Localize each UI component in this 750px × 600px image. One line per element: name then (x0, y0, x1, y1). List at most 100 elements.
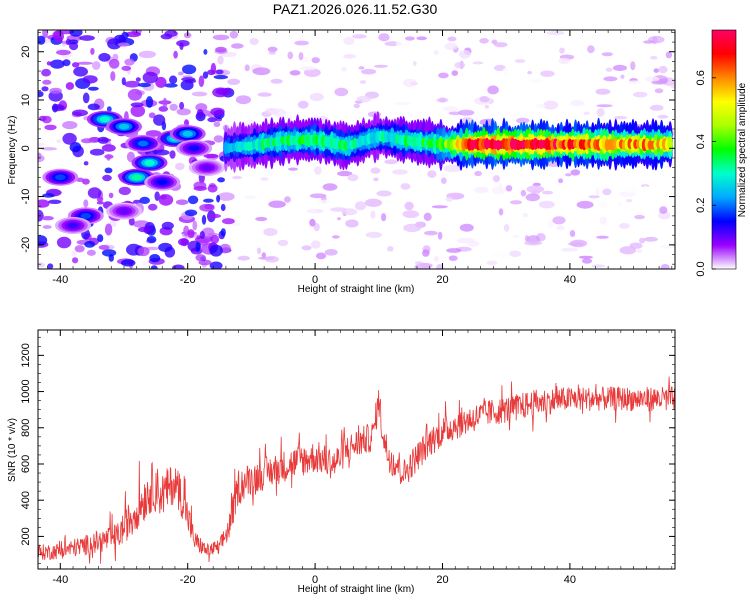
spectrogram-speckle (311, 57, 320, 64)
spectrogram-speckle (255, 216, 268, 222)
spectrogram-speckle (423, 212, 432, 221)
spectrogram-speckle (373, 177, 379, 182)
spectrogram-speckle (467, 240, 480, 247)
spectrogram-speckle (244, 195, 257, 200)
spectrogram-noise-cell (184, 79, 197, 84)
spectrogram-speckle (479, 38, 489, 44)
spectrogram-speckle (38, 262, 45, 268)
spectrogram-noise-cell (187, 195, 199, 205)
spectrogram-noise-cell (169, 75, 178, 84)
spectrogram-noise-cell (72, 109, 88, 117)
spectrogram-speckle (554, 181, 567, 187)
spectrogram-speckle (337, 170, 353, 177)
spectrogram-speckle (454, 62, 466, 69)
spectrogram-speckle (632, 91, 648, 98)
y-tick-label: 400 (20, 491, 32, 509)
spectrogram-noise-cell (86, 249, 96, 256)
spectrogram-noise-cell (203, 49, 208, 55)
spectrogram-speckle (330, 207, 347, 212)
spectrogram-speckle (565, 173, 572, 177)
spectrogram-speckle (361, 68, 377, 75)
colorbar-label: Normalized spectral amplitude (737, 82, 748, 217)
spectrogram-speckle (386, 246, 394, 252)
spectrogram-speckle (124, 80, 141, 88)
spectrogram-speckle (595, 187, 600, 196)
spectrogram-speckle (498, 182, 503, 192)
spectrogram-speckle (596, 108, 605, 117)
x-tick-label: 20 (436, 274, 448, 286)
spectrogram-noise-cell (108, 254, 115, 262)
spectrogram-blob (157, 179, 168, 186)
spectrogram-speckle (341, 67, 347, 72)
spectrogram-speckle (354, 201, 367, 211)
spectrogram-speckle (364, 198, 382, 207)
spectrogram-noise-cell (139, 196, 150, 204)
spectrogram-speckle (232, 175, 242, 180)
spectrogram-speckle (56, 139, 61, 143)
y-tick-label: 1000 (20, 379, 32, 403)
spectrogram-speckle (414, 263, 431, 269)
spectrogram-noise-cell (72, 62, 80, 68)
colorbar: 0.0 0.2 0.4 0.6 Normalized spectral amplitu… (695, 29, 748, 277)
spectrogram-noise-cell (216, 194, 221, 203)
x-tick-label: 40 (564, 574, 576, 586)
spectrogram-speckle (494, 64, 506, 71)
spectrogram-speckle (175, 199, 189, 205)
spectrogram-speckle (578, 255, 594, 259)
spectrogram-speckle (41, 115, 52, 124)
x-tick-label: -20 (180, 274, 196, 286)
spectrogram-speckle (645, 76, 660, 83)
spectrogram-speckle (492, 175, 500, 183)
spectrogram-speckle (658, 65, 668, 74)
snr-plot-area (38, 330, 675, 569)
spectrogram-noise-cell (120, 259, 136, 267)
spectrogram-speckle (195, 103, 208, 112)
spectrogram-speckle (433, 256, 439, 262)
spectrogram-ylabel: Frequency (Hz) (7, 116, 18, 185)
spectrogram-speckle (352, 34, 367, 39)
x-tick-label: -40 (52, 574, 68, 586)
snr-panel: -40 -20 0 20 40 200 400 600 800 1000 1200 Height o… (7, 329, 676, 595)
spectrogram-noise-cell (179, 42, 184, 50)
spectrogram-speckle (457, 109, 475, 116)
spectrogram-speckle (547, 219, 555, 229)
spectrogram-speckle (38, 142, 45, 147)
y-tick-label: -20 (20, 237, 32, 253)
spectrogram-speckle (332, 235, 340, 239)
spectrogram-speckle (431, 205, 448, 209)
spectrogram-speckle (381, 213, 387, 222)
colorbar-gradient (712, 30, 736, 269)
spectrogram-speckle (474, 186, 489, 194)
spectrogram-speckle (583, 111, 590, 116)
spectrogram-speckle (569, 230, 576, 237)
spectrogram-speckle (620, 74, 625, 79)
spectrogram-noise-cell (96, 196, 104, 202)
spectrogram-speckle (416, 36, 428, 41)
spectrogram-speckle (403, 223, 422, 233)
spectrogram-noise-cell (38, 91, 44, 98)
spectrogram-noise-cell (130, 105, 146, 117)
spectrogram-speckle (270, 78, 283, 84)
spectrogram-speckle (556, 225, 565, 231)
spectrogram-speckle (643, 40, 655, 44)
spectrogram-noise-cell (56, 49, 71, 56)
spectrogram-speckle (591, 264, 605, 268)
spectrogram-speckle (527, 71, 532, 75)
spectrogram-speckle (138, 50, 156, 59)
spectrogram-speckle (502, 67, 509, 76)
spectrogram-noise-cell (130, 102, 144, 108)
spectrogram-noise-cell (88, 86, 99, 91)
spectrogram-speckle (596, 235, 609, 239)
spectrogram-noise-cell (79, 35, 95, 41)
spectrogram-speckle (618, 201, 623, 207)
spectrogram-speckle (345, 219, 359, 228)
spectrogram-speckle (670, 84, 675, 89)
spectrogram-noise-cell (195, 254, 206, 262)
spectrogram-speckle (445, 196, 453, 202)
spectrogram-speckle (505, 185, 513, 192)
spectrogram-speckle (524, 235, 530, 242)
spectrogram-speckle (660, 264, 670, 269)
spectrogram-speckle (217, 55, 224, 65)
spectrogram-speckle (613, 116, 627, 120)
spectrogram-speckle (212, 34, 230, 41)
